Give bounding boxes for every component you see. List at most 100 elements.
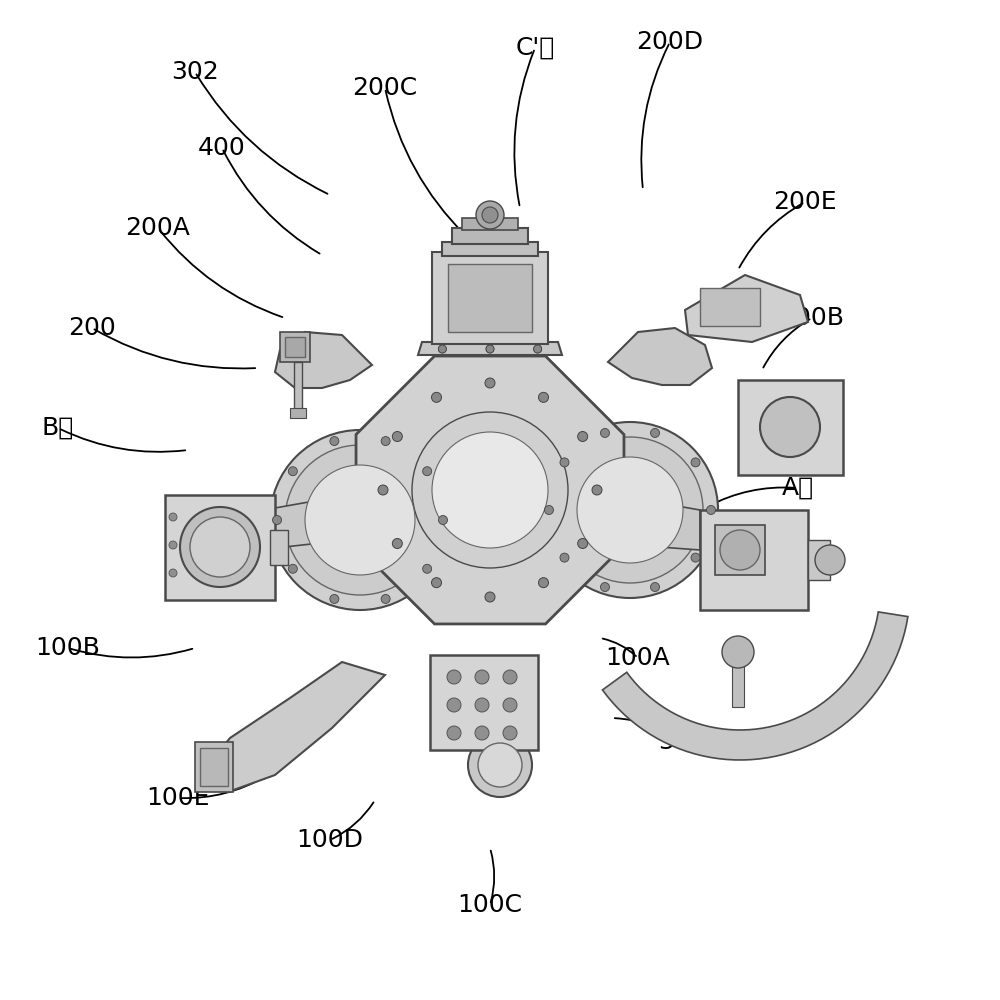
- Circle shape: [557, 437, 703, 583]
- Bar: [280, 332, 310, 362]
- Bar: [700, 510, 808, 610]
- Bar: [448, 264, 532, 332]
- Circle shape: [272, 516, 282, 524]
- Bar: [700, 288, 760, 326]
- Circle shape: [578, 432, 588, 442]
- Circle shape: [651, 583, 660, 592]
- Bar: [452, 228, 528, 244]
- Text: 100A: 100A: [606, 646, 670, 670]
- Circle shape: [431, 392, 441, 402]
- Circle shape: [169, 541, 177, 549]
- Circle shape: [468, 733, 532, 797]
- Circle shape: [722, 636, 754, 668]
- Polygon shape: [602, 612, 908, 760]
- Circle shape: [538, 578, 548, 588]
- Circle shape: [288, 467, 297, 476]
- Circle shape: [485, 592, 495, 602]
- Polygon shape: [418, 342, 562, 355]
- Bar: [430, 655, 538, 750]
- Text: 100B: 100B: [36, 636, 100, 660]
- Circle shape: [288, 564, 297, 573]
- Polygon shape: [608, 328, 712, 385]
- Circle shape: [503, 698, 517, 712]
- Circle shape: [542, 422, 718, 598]
- Circle shape: [475, 698, 489, 712]
- Circle shape: [169, 569, 177, 577]
- Bar: [715, 525, 765, 575]
- Text: 100: 100: [774, 550, 822, 574]
- Circle shape: [544, 506, 554, 514]
- Polygon shape: [275, 495, 348, 548]
- Text: 400: 400: [198, 136, 246, 160]
- Circle shape: [486, 345, 494, 353]
- Circle shape: [476, 201, 504, 229]
- Circle shape: [432, 578, 442, 588]
- Circle shape: [706, 506, 716, 514]
- Text: 100D: 100D: [296, 828, 364, 852]
- Circle shape: [560, 458, 569, 467]
- Circle shape: [475, 670, 489, 684]
- Circle shape: [305, 465, 415, 575]
- Text: A面: A面: [782, 476, 814, 500]
- Circle shape: [503, 670, 517, 684]
- Circle shape: [392, 538, 402, 548]
- Circle shape: [482, 207, 498, 223]
- Circle shape: [760, 397, 820, 457]
- Polygon shape: [275, 332, 372, 388]
- Polygon shape: [387, 382, 593, 464]
- Circle shape: [485, 378, 495, 388]
- Circle shape: [447, 726, 461, 740]
- Circle shape: [412, 412, 568, 568]
- Bar: [195, 742, 233, 792]
- Circle shape: [691, 458, 700, 467]
- Circle shape: [815, 545, 845, 575]
- Circle shape: [486, 345, 494, 353]
- Circle shape: [270, 430, 450, 610]
- Bar: [285, 337, 305, 357]
- Circle shape: [600, 583, 609, 592]
- Circle shape: [423, 467, 432, 476]
- Bar: [732, 665, 744, 707]
- Text: B面: B面: [42, 416, 74, 440]
- Text: 100E: 100E: [146, 786, 210, 810]
- Bar: [432, 252, 548, 344]
- Circle shape: [381, 594, 390, 603]
- Circle shape: [438, 516, 448, 524]
- Bar: [738, 380, 843, 475]
- Bar: [442, 242, 538, 256]
- Circle shape: [432, 432, 548, 548]
- Circle shape: [438, 345, 446, 353]
- Text: 200B: 200B: [780, 306, 844, 330]
- Text: 302: 302: [171, 60, 219, 84]
- Circle shape: [381, 437, 390, 446]
- Circle shape: [378, 485, 388, 495]
- Bar: [808, 540, 830, 580]
- Polygon shape: [685, 275, 808, 342]
- Circle shape: [600, 428, 609, 437]
- Bar: [294, 362, 302, 414]
- Bar: [462, 218, 518, 230]
- Bar: [200, 748, 228, 786]
- Text: 200: 200: [68, 316, 116, 340]
- Circle shape: [592, 485, 602, 495]
- Text: C'面: C'面: [515, 36, 555, 60]
- Circle shape: [423, 564, 432, 573]
- Circle shape: [577, 457, 683, 563]
- Circle shape: [478, 743, 522, 787]
- Circle shape: [538, 392, 548, 402]
- Text: 100C: 100C: [458, 893, 522, 917]
- Text: 200A: 200A: [126, 216, 190, 240]
- Circle shape: [503, 726, 517, 740]
- Circle shape: [190, 517, 250, 577]
- Circle shape: [330, 594, 339, 603]
- Circle shape: [691, 553, 700, 562]
- Circle shape: [330, 437, 339, 446]
- Circle shape: [475, 726, 489, 740]
- Text: 200C: 200C: [352, 76, 418, 100]
- Circle shape: [578, 538, 588, 548]
- Circle shape: [447, 698, 461, 712]
- Polygon shape: [632, 498, 700, 550]
- Text: 200D: 200D: [636, 30, 704, 54]
- Circle shape: [438, 345, 446, 353]
- Bar: [165, 495, 275, 600]
